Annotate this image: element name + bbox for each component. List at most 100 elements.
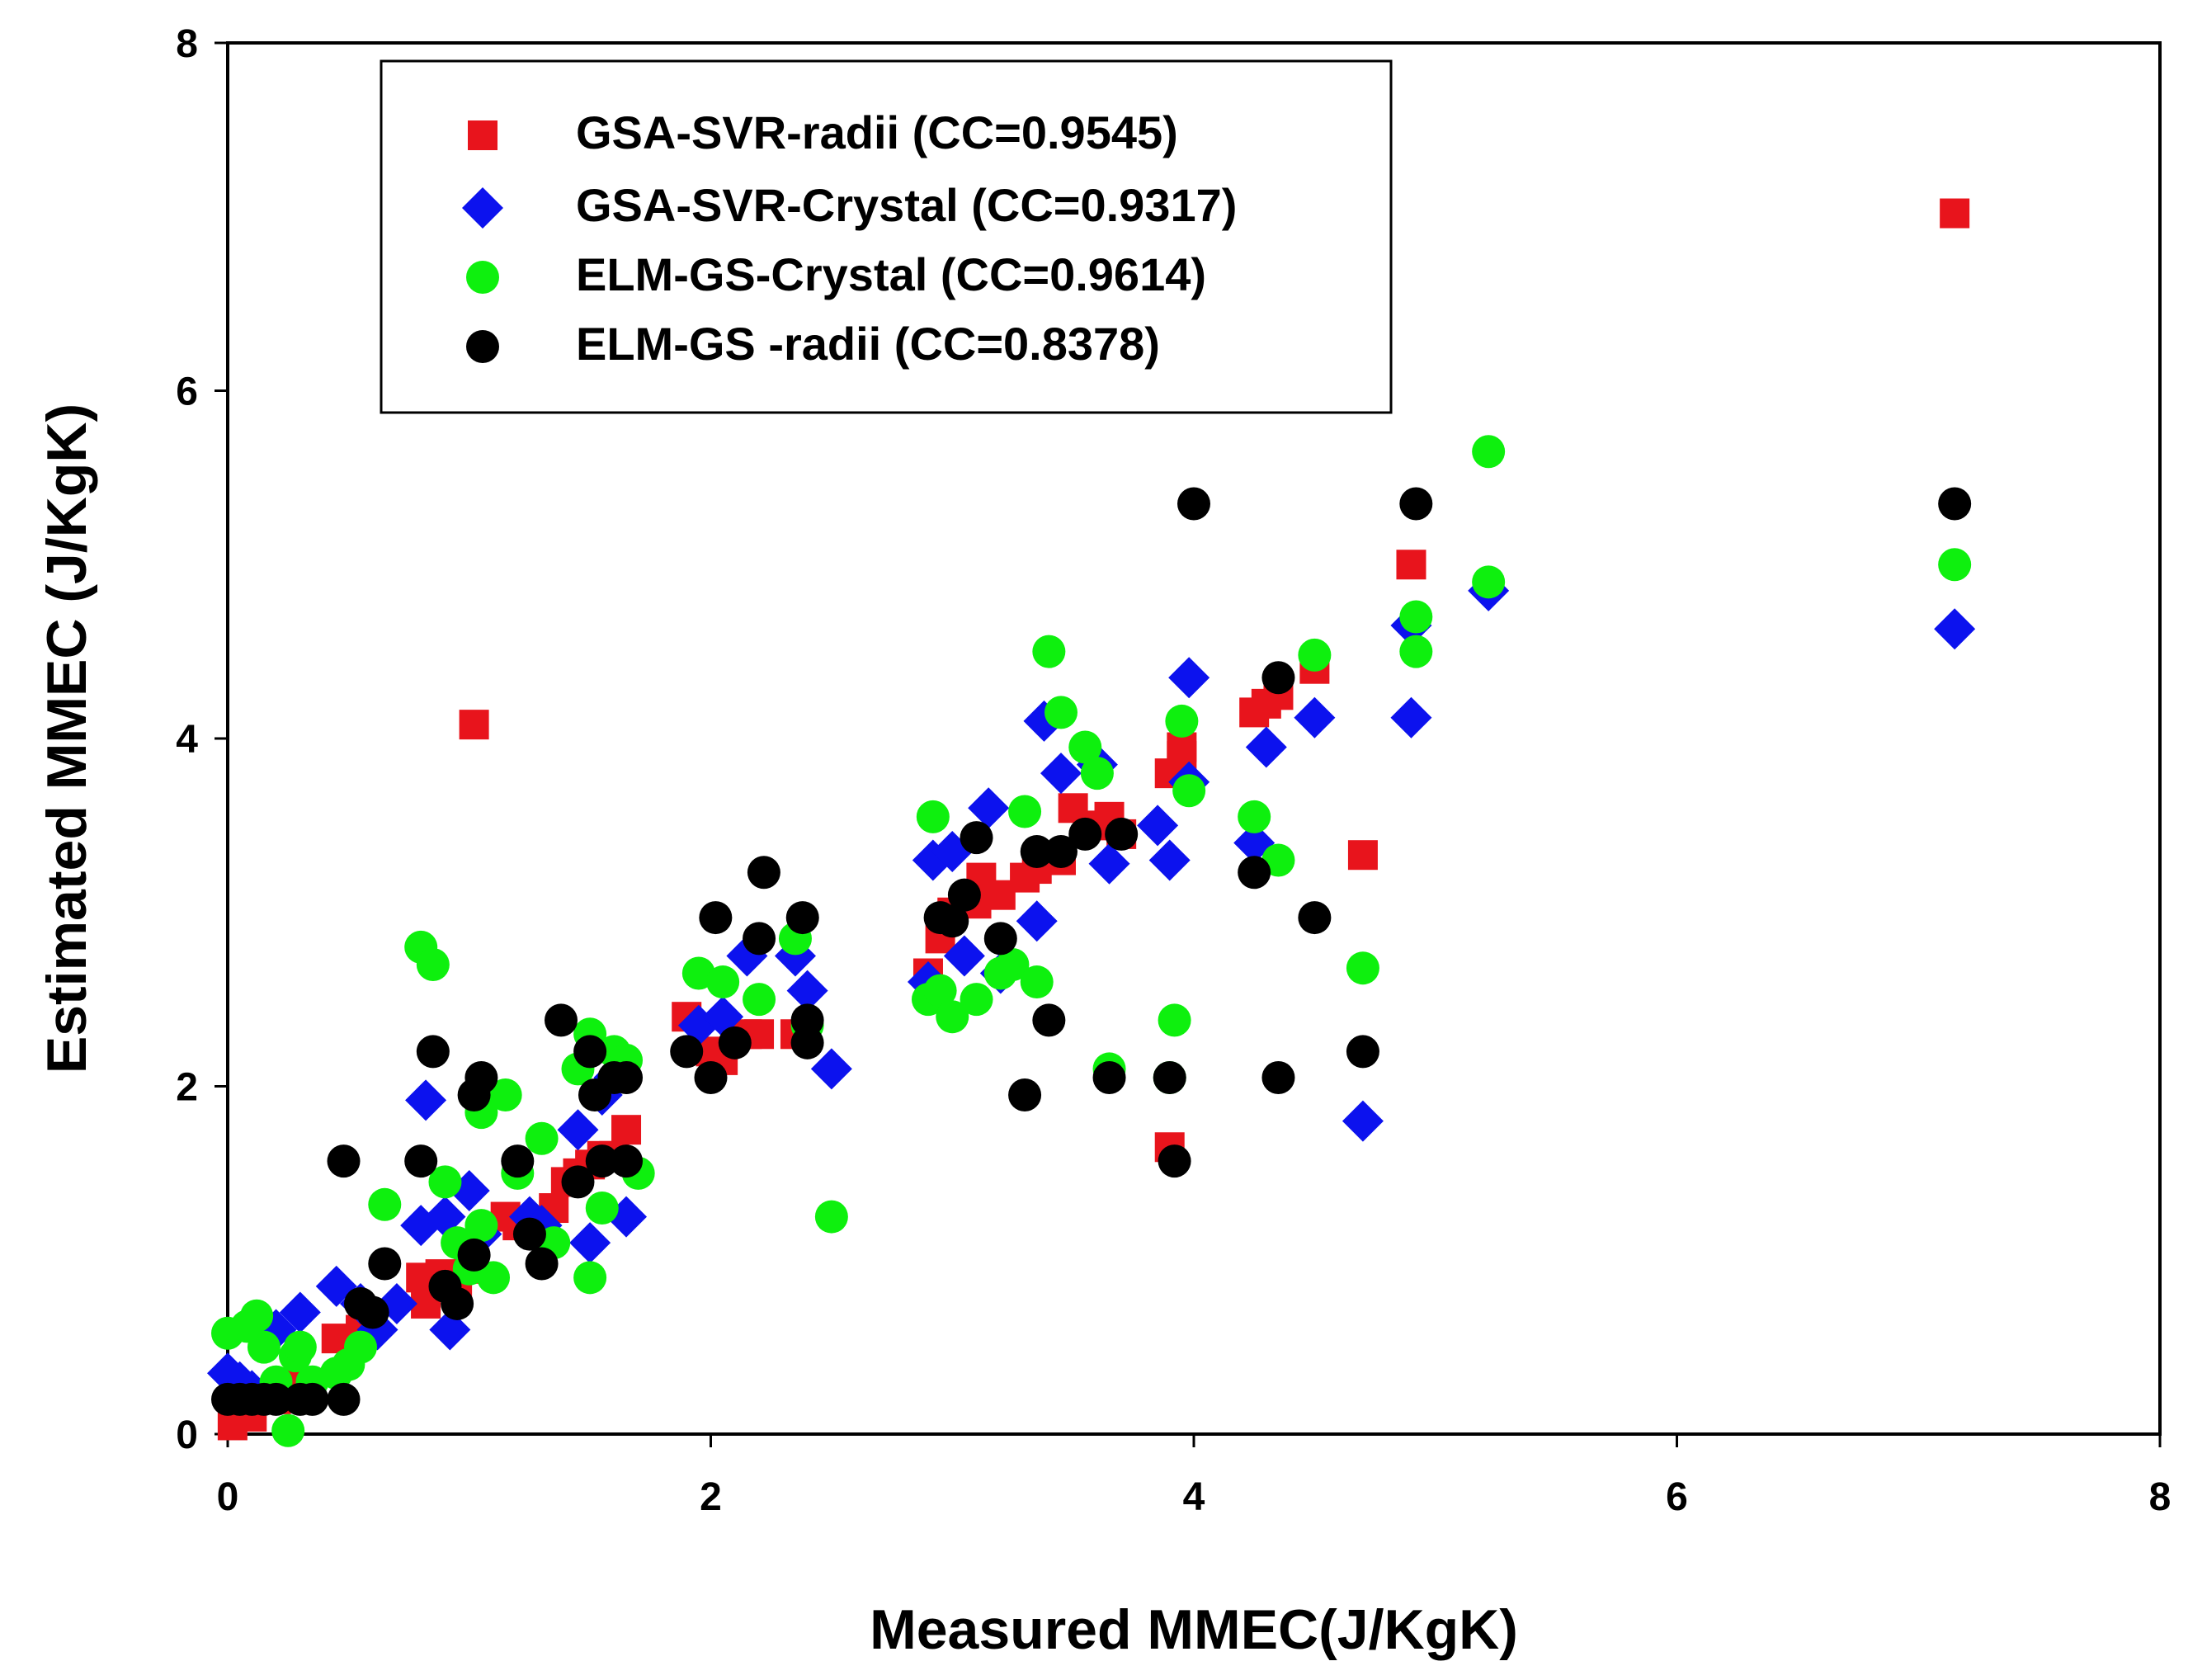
data-point: [1068, 817, 1102, 851]
legend-marker: [466, 330, 499, 363]
data-point: [259, 1382, 293, 1416]
legend-marker: [468, 120, 497, 150]
data-point: [1044, 696, 1077, 729]
data-point: [1148, 839, 1191, 881]
data-point: [790, 1026, 824, 1059]
data-point: [1934, 608, 1976, 650]
legend: GSA-SVR-radii (CC=0.9545) GSA-SVR-Crysta…: [380, 59, 1393, 414]
data-point: [1008, 795, 1042, 828]
data-point: [557, 1109, 599, 1151]
data-point: [1399, 635, 1433, 668]
data-point: [1938, 548, 1972, 582]
data-point: [810, 1048, 852, 1090]
data-point: [1020, 965, 1054, 999]
data-point: [416, 1035, 450, 1069]
y-tick-label: 2: [176, 1066, 198, 1110]
data-point: [785, 901, 819, 935]
data-point: [786, 970, 828, 1012]
data-point: [960, 821, 993, 855]
data-point: [743, 983, 776, 1017]
data-point: [747, 856, 780, 890]
data-point: [814, 1200, 848, 1234]
y-tick-label: 6: [176, 370, 198, 414]
data-point: [1472, 435, 1506, 469]
data-point: [1044, 834, 1077, 868]
data-point: [1261, 1060, 1295, 1094]
data-point: [561, 1165, 595, 1199]
data-point: [996, 947, 1030, 981]
data-point: [1153, 1060, 1186, 1094]
data-point: [488, 1078, 522, 1112]
data-point: [279, 1291, 321, 1333]
data-point: [585, 1192, 619, 1225]
x-tick-label: 8: [2149, 1475, 2171, 1519]
data-point: [544, 1003, 578, 1037]
data-point: [706, 965, 740, 999]
data-point: [1396, 550, 1426, 580]
y-tick-label: 0: [176, 1413, 198, 1457]
data-point: [405, 1079, 447, 1121]
data-point: [1158, 1003, 1191, 1037]
data-point: [1245, 726, 1287, 768]
data-point: [1080, 757, 1114, 790]
data-point: [1172, 774, 1206, 808]
data-point: [464, 1209, 498, 1243]
data-point: [344, 1330, 378, 1364]
data-point: [1238, 856, 1271, 890]
data-point: [327, 1382, 361, 1416]
data-point: [1068, 730, 1102, 764]
legend-label-elm-gs-crystal: ELM-GS-Crystal (CC=0.9614): [576, 248, 1206, 300]
data-point: [1294, 696, 1336, 739]
data-point: [1177, 487, 1210, 521]
data-point: [368, 1247, 402, 1281]
data-point: [1105, 817, 1139, 851]
data-point: [1165, 704, 1199, 738]
data-point: [1137, 805, 1179, 847]
data-point: [512, 1217, 546, 1251]
x-tick-label: 2: [700, 1475, 722, 1519]
data-point: [943, 935, 985, 977]
data-point: [240, 1299, 274, 1333]
data-point: [1472, 565, 1506, 599]
data-point: [1020, 834, 1054, 868]
x-tick-label: 6: [1666, 1475, 1688, 1519]
data-point: [718, 1026, 752, 1059]
legend-markers: [462, 120, 503, 363]
data-point: [428, 1165, 462, 1199]
data-point: [1390, 696, 1432, 739]
x-tick-label: 4: [1183, 1475, 1205, 1519]
data-point: [947, 878, 981, 912]
y-tick-label: 4: [176, 718, 198, 762]
data-point: [1032, 635, 1066, 668]
data-point: [923, 974, 957, 1008]
data-point: [457, 1238, 491, 1272]
data-point: [931, 830, 974, 872]
data-point: [247, 1330, 281, 1364]
data-point: [610, 1144, 644, 1178]
data-point: [501, 1144, 535, 1178]
data-point: [327, 1144, 361, 1178]
x-tick-label: 0: [217, 1475, 239, 1519]
data-point: [1261, 661, 1295, 695]
data-point: [968, 787, 1010, 829]
y-axis-title: Estimated MMEC (J/KgK): [35, 403, 98, 1074]
data-point: [1346, 951, 1379, 985]
legend-marker: [462, 187, 503, 229]
data-points: [207, 198, 1976, 1447]
data-point: [694, 1060, 728, 1094]
data-point: [1040, 753, 1082, 795]
data-point: [1168, 657, 1210, 699]
data-point: [1346, 1035, 1379, 1069]
data-point: [459, 710, 489, 740]
data-point: [585, 1144, 619, 1178]
data-point: [936, 904, 969, 938]
data-point: [916, 800, 950, 833]
data-point: [1298, 638, 1332, 672]
data-point: [936, 1000, 969, 1034]
legend-label-gsa-svr-radii: GSA-SVR-radii (CC=0.9545): [576, 106, 1178, 158]
data-point: [790, 1003, 824, 1037]
data-point: [1088, 842, 1130, 885]
data-point: [573, 1261, 607, 1295]
data-point: [670, 1035, 704, 1069]
